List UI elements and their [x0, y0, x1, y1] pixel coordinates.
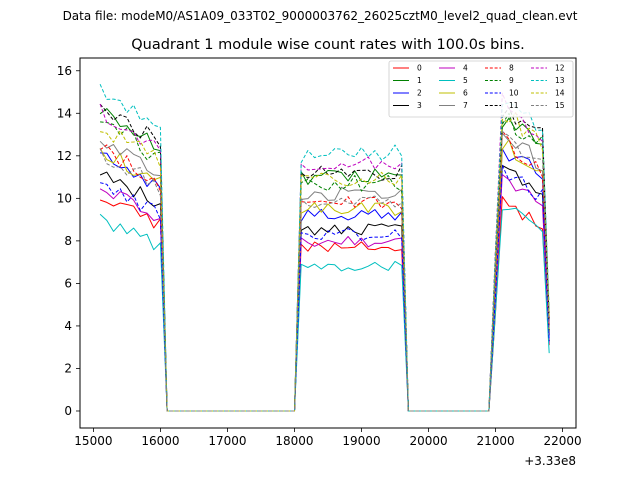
y-tick-label: 8 — [64, 234, 72, 248]
legend-label-11: 11 — [509, 101, 519, 110]
legend-label-3: 3 — [417, 101, 422, 110]
x-tick-label: 22000 — [544, 434, 582, 448]
legend-label-14: 14 — [555, 89, 565, 98]
y-tick-label: 0 — [64, 404, 72, 418]
x-tick-label: 18000 — [275, 434, 313, 448]
series-line-15 — [99, 131, 550, 412]
legend-label-5: 5 — [463, 76, 468, 85]
x-tick-label: 21000 — [476, 434, 514, 448]
legend-label-6: 6 — [463, 89, 468, 98]
legend-label-15: 15 — [555, 101, 565, 110]
legend-label-10: 10 — [509, 89, 519, 98]
figure-suptitle: Data file: modeM0/AS1A09_033T02_90000037… — [63, 9, 578, 23]
legend-label-8: 8 — [509, 64, 514, 73]
legend-label-1: 1 — [417, 76, 422, 85]
legend-label-0: 0 — [417, 64, 422, 73]
x-tick-label: 20000 — [409, 434, 447, 448]
y-tick-label: 16 — [57, 64, 72, 78]
y-tick-label: 14 — [57, 106, 72, 120]
legend-label-12: 12 — [555, 64, 565, 73]
y-tick-label: 10 — [57, 191, 72, 205]
y-tick-label: 12 — [57, 149, 72, 163]
y-tick-label: 2 — [64, 361, 72, 375]
legend-frame — [388, 60, 574, 118]
legend-label-13: 13 — [555, 76, 565, 85]
legend-label-7: 7 — [463, 101, 468, 110]
x-tick-label: 15000 — [74, 434, 112, 448]
y-axis: 0 2 4 6 8 10 12 14 16 — [57, 64, 80, 418]
x-axis: 15000 16000 17000 18000 19000 20000 21000 22000 — [74, 428, 582, 448]
legend-label-9: 9 — [509, 76, 514, 85]
y-tick-label: 6 — [64, 276, 72, 290]
plot-frame — [79, 57, 577, 429]
legend-label-2: 2 — [417, 89, 422, 98]
series-layer — [99, 83, 550, 412]
x-tick-label: 19000 — [342, 434, 380, 448]
x-offset-label: +3.33e8 — [524, 454, 576, 468]
legend-label-4: 4 — [463, 64, 468, 73]
chart-title: Quadrant 1 module wise count rates with … — [131, 37, 525, 53]
x-tick-label: 17000 — [208, 434, 246, 448]
series-line-13 — [99, 83, 550, 412]
x-tick-label: 16000 — [141, 434, 179, 448]
y-tick-label: 4 — [64, 319, 72, 333]
